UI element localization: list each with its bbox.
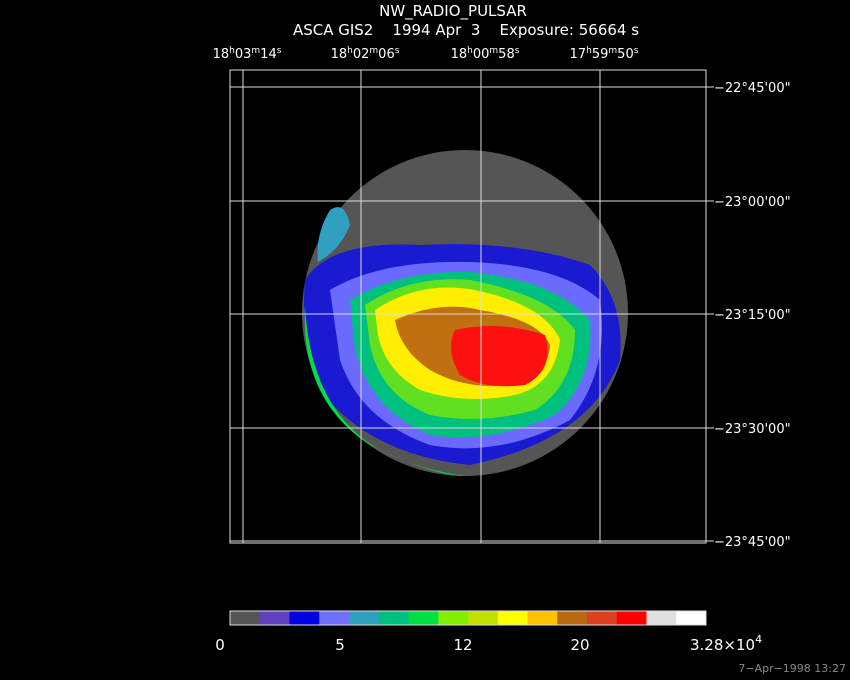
colorbar-label: 12 (453, 636, 472, 654)
unit: h (467, 46, 473, 56)
unit: s (515, 46, 520, 56)
unit: s (634, 46, 639, 56)
unit: s (395, 46, 400, 56)
ra-label: 18h02m06s (331, 46, 400, 62)
color-swatch (616, 611, 647, 625)
ra-label: 18h03m14s (213, 46, 282, 62)
dec-label: −23°45'00" (714, 535, 791, 550)
unit: m (251, 46, 260, 56)
colorbar-frame (229, 610, 707, 626)
digits: 06 (378, 47, 395, 62)
ra-label: 17h59m50s (570, 46, 639, 62)
unit: h (229, 46, 235, 56)
blob (451, 326, 548, 387)
colorbar: 0 5 12 20 3.28×104 (215, 610, 762, 654)
colorbar-max: 3.28×104 (690, 633, 762, 654)
digits: 58 (498, 47, 515, 62)
colorbar-label: 0 (215, 636, 225, 654)
color-swatch (557, 611, 588, 625)
color-swatch (289, 611, 320, 625)
color-swatch (438, 611, 469, 625)
image (229, 69, 707, 544)
digits: 50 (617, 47, 634, 62)
unit: s (277, 46, 282, 56)
subtitle: ASCA GIS2 1994 Apr 3 Exposure: 56664 s (293, 21, 639, 39)
dec-label: −22°45'00" (714, 81, 791, 96)
unit: m (608, 46, 617, 56)
unit: m (489, 46, 498, 56)
grid (230, 70, 706, 543)
color-swatch (676, 611, 707, 625)
digits: 18 (331, 47, 348, 62)
base: 3.28×10 (690, 636, 755, 654)
unit: m (369, 46, 378, 56)
footer: 7−Apr−1998 13:27 (738, 662, 846, 675)
color-swatch (587, 611, 618, 625)
dec-label: −23°15'00" (714, 308, 791, 323)
digits: 02 (353, 47, 370, 62)
digits: 18 (213, 47, 230, 62)
color-swatch (230, 611, 261, 625)
color-swatch (468, 611, 499, 625)
dec-label: −23°30'00" (714, 422, 791, 437)
color-swatch (408, 611, 439, 625)
blob (317, 207, 350, 262)
digits: 17 (570, 47, 587, 62)
unit: h (586, 46, 592, 56)
unit: h (347, 46, 353, 56)
colorbar-label: 20 (570, 636, 589, 654)
exponent: 4 (755, 633, 762, 646)
ra-label: 18h00m58s (451, 46, 520, 62)
digits: 00 (473, 47, 490, 62)
color-swatch (497, 611, 528, 625)
digits: 03 (235, 47, 252, 62)
digits: 14 (260, 47, 277, 62)
digits: 18 (451, 47, 468, 62)
digits: 59 (592, 47, 609, 62)
color-swatch (319, 611, 350, 625)
colorbar-label: 5 (335, 636, 345, 654)
color-swatch (527, 611, 558, 625)
dec-label: −23°00'00" (714, 195, 791, 210)
color-swatch (646, 611, 677, 625)
color-swatch (259, 611, 290, 625)
title: NW_RADIO_PULSAR (379, 2, 527, 21)
color-swatch (349, 611, 380, 625)
color-swatch (378, 611, 409, 625)
